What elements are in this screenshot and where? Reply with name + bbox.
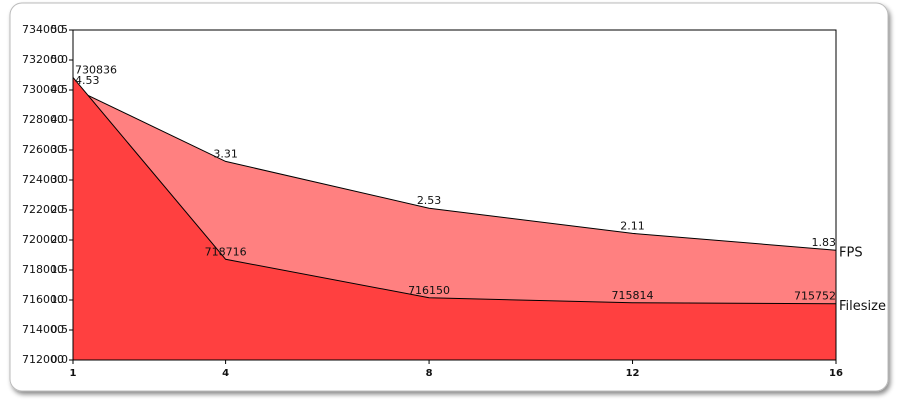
value-label: 716150 <box>408 284 450 297</box>
y2-tick-label: 2.0 <box>51 233 69 246</box>
y-tick-label: 724000 <box>22 173 64 186</box>
y2-tick-label: 4.5 <box>51 83 69 96</box>
y-tick-label: 714000 <box>22 323 64 336</box>
y2-tick-label: 1.0 <box>51 293 69 306</box>
y2-tick-label: 1.5 <box>51 263 69 276</box>
value-label: 4.53 <box>75 74 100 87</box>
y-tick-label: 728000 <box>22 113 64 126</box>
value-label: 730836 <box>75 63 117 76</box>
y-tick-label: 720000 <box>22 233 64 246</box>
y-tick-label: 730000 <box>22 83 64 96</box>
value-label: 1.83 <box>812 236 837 249</box>
series-label: FPS <box>839 246 863 261</box>
value-label: 715752 <box>794 290 836 303</box>
y-tick-label: 712000 <box>22 353 64 366</box>
y2-tick-label: 4.0 <box>51 113 69 126</box>
value-label: 2.11 <box>620 219 645 232</box>
y-tick-label: 716000 <box>22 293 64 306</box>
y2-tick-label: 3.0 <box>51 173 69 186</box>
series-line <box>72 77 837 305</box>
x-tick-label: 4 <box>222 368 229 379</box>
series-line <box>72 87 837 251</box>
value-label: 715814 <box>612 289 654 302</box>
y-tick-label: 732000 <box>22 53 64 66</box>
series-label: Filesize <box>839 299 886 314</box>
x-tick-label: 12 <box>626 368 640 379</box>
x-tick-label: 16 <box>829 368 843 379</box>
y2-tick-label: 5.0 <box>51 53 69 66</box>
value-label: 2.53 <box>417 194 442 207</box>
value-label: 3.31 <box>213 147 238 160</box>
y2-tick-label: 0.5 <box>51 323 69 336</box>
area-fill <box>73 77 836 361</box>
y2-tick-label: 0.0 <box>51 353 69 366</box>
plot-border <box>72 29 837 361</box>
y-tick-label: 722000 <box>22 203 64 216</box>
value-label: 718716 <box>205 245 247 258</box>
y-tick-label: 726000 <box>22 143 64 156</box>
y-tick-label: 718000 <box>22 263 64 276</box>
y2-tick-label: 3.5 <box>51 143 69 156</box>
y-tick-label: 734000 <box>22 23 64 36</box>
x-tick-label: 8 <box>426 368 433 379</box>
y2-tick-label: 5.5 <box>51 23 69 36</box>
y2-tick-label: 2.5 <box>51 203 69 216</box>
x-tick-label: 1 <box>70 368 77 379</box>
